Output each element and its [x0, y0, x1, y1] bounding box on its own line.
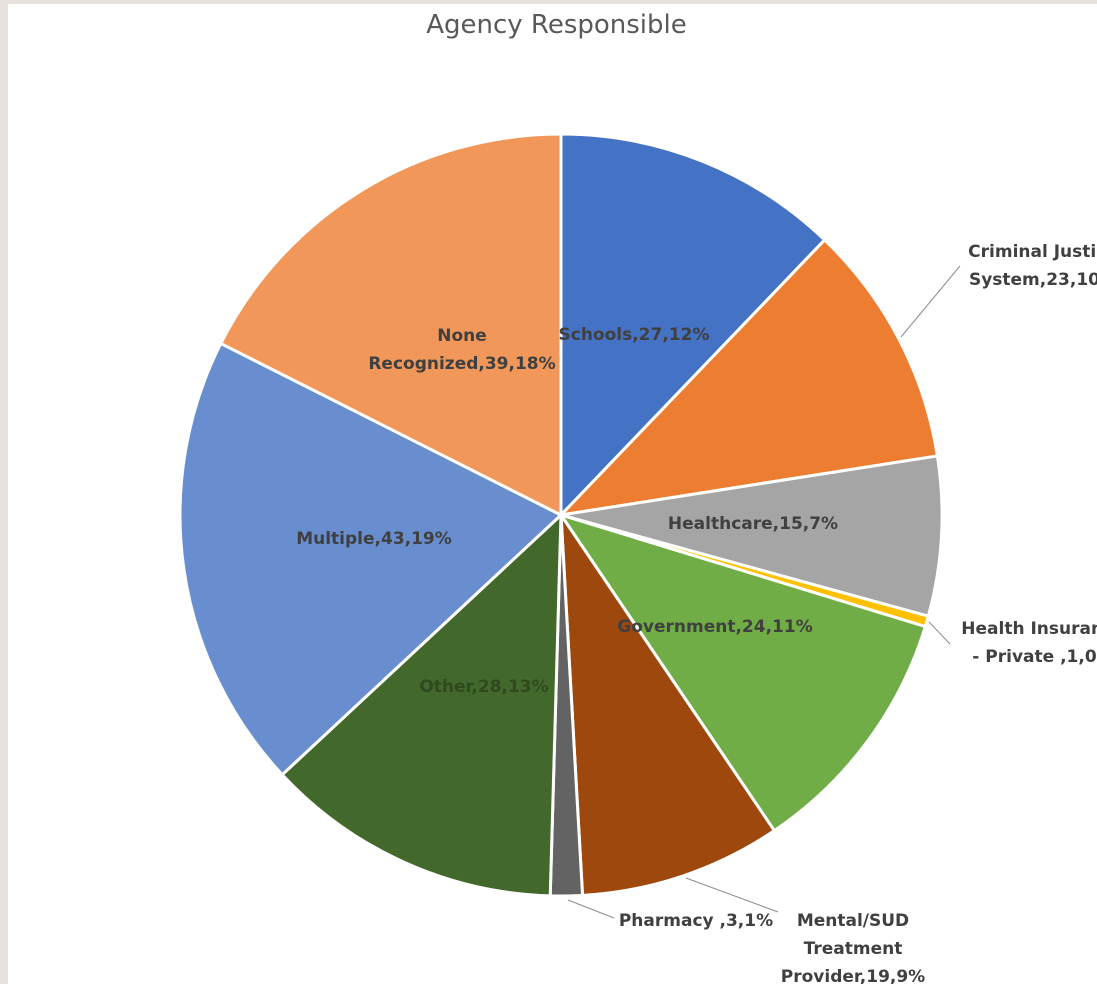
- data-label-schools: Schools,27,12%: [559, 325, 710, 345]
- data-label-line: None: [437, 326, 487, 346]
- pie-slice-mental-sud-treatment-provider: [559, 513, 776, 897]
- data-label-line: Provider,19,9%: [781, 967, 925, 984]
- data-label-line: Other,28,13%: [419, 677, 548, 697]
- pie-slice-none-recognized: [219, 132, 563, 517]
- pie-slice-schools: [559, 132, 827, 517]
- data-label-line: Schools,27,12%: [559, 325, 710, 345]
- pie-slice-government: [559, 513, 927, 833]
- pie-slice-healthcare: [559, 454, 944, 618]
- data-label-government: Government,24,11%: [617, 617, 812, 637]
- pie-slices: [178, 132, 944, 898]
- data-label-mental-sud-treatment-provider: Mental/SUD Treatment Provider,19,9%: [781, 911, 925, 984]
- data-label-criminal-justice-system: Criminal Justice System,23,10%: [968, 242, 1097, 290]
- data-label-multiple: Multiple,43,19%: [296, 529, 452, 549]
- data-label-line: Mental/SUD: [797, 911, 909, 931]
- leader-line-mental-sud-treatment-provider: [685, 877, 779, 913]
- data-label-line: Criminal Justice: [968, 242, 1097, 262]
- data-label-line: Government,24,11%: [617, 617, 812, 637]
- chart-title: Agency Responsible: [426, 10, 687, 40]
- pie-chart: Schools,27,12% Criminal Justice System,23,…: [178, 132, 1097, 984]
- data-label-line: Health Insurance: [961, 619, 1097, 639]
- data-label-other: Other,28,13%: [419, 677, 548, 697]
- leader-line-criminal-justice-system: [900, 265, 961, 338]
- slice-labels: Schools,27,12% Criminal Justice System,23,…: [296, 242, 1097, 984]
- data-label-line: Pharmacy ,3,1%: [619, 911, 773, 931]
- leader-line-health-insurance-private: [928, 621, 951, 645]
- data-label-healthcare: Healthcare,15,7%: [668, 514, 838, 534]
- data-label-line: Healthcare,15,7%: [668, 514, 838, 534]
- data-label-health-insurance-private: Health Insurance - Private ,1,0%: [961, 619, 1097, 667]
- data-label-line: Treatment: [804, 939, 903, 959]
- data-label-line: System,23,10%: [969, 270, 1097, 290]
- leader-lines: [567, 265, 961, 919]
- leader-line-pharmacy: [567, 899, 615, 919]
- pie-slice-other: [280, 513, 563, 898]
- data-label-none-recognized: None Recognized,39,18%: [368, 326, 555, 374]
- data-label-line: Multiple,43,19%: [296, 529, 452, 549]
- data-label-pharmacy: Pharmacy ,3,1%: [619, 911, 773, 931]
- pie-slice-criminal-justice-system: [559, 238, 939, 517]
- pie-slice-multiple: [178, 341, 563, 777]
- data-label-line: - Private ,1,0%: [972, 647, 1097, 667]
- data-label-line: Recognized,39,18%: [368, 354, 555, 374]
